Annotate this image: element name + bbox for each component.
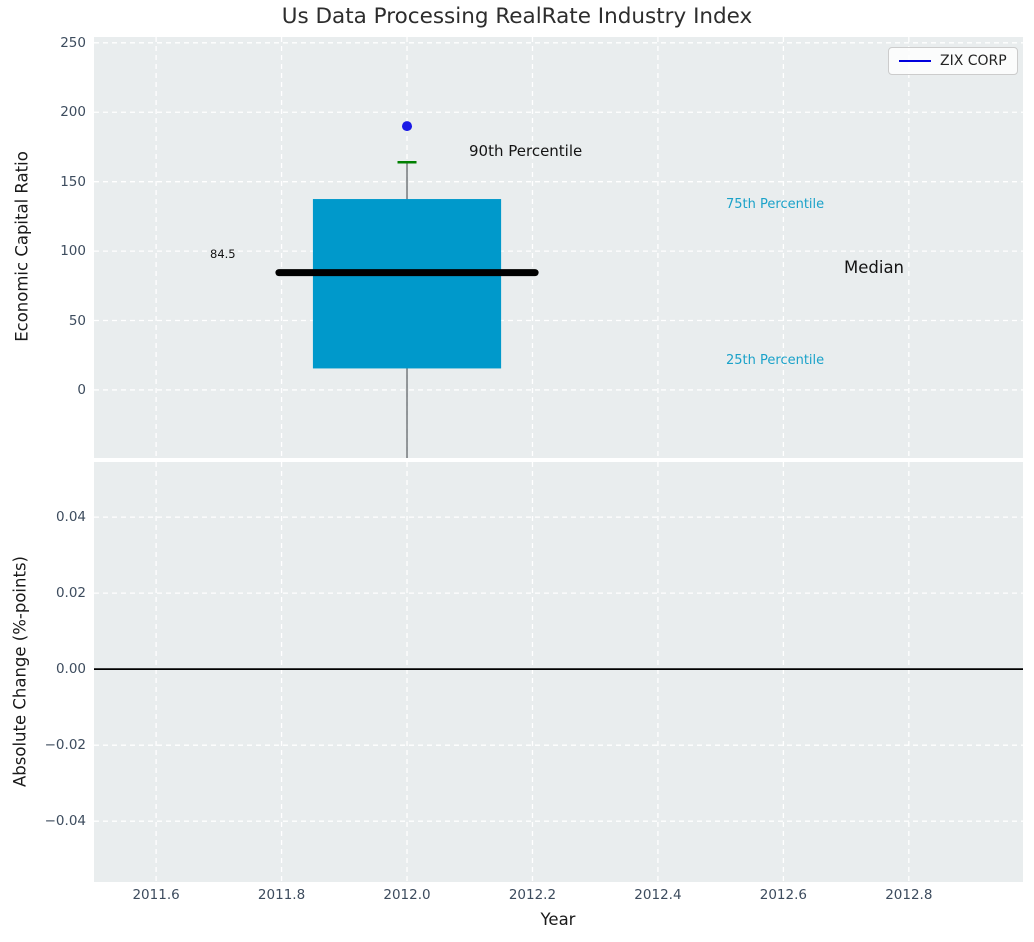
top-axes [94,37,1023,458]
x-tick-label: 2012.4 [634,887,682,903]
annotation-75th-percentile: 75th Percentile [726,197,825,212]
x-tick-label: 2012.6 [759,887,807,903]
bottom-y-tick-label: 0.00 [55,661,86,678]
bottom-axes [94,462,1023,882]
x-tick-label: 2012.8 [885,887,933,903]
annotation-90th-percentile: 90th Percentile [469,142,583,160]
bottom-y-tick-label: −0.02 [44,737,86,754]
x-tick-label: 2011.6 [132,887,180,903]
bottom-y-tick-label: −0.04 [44,813,86,830]
x-axis-label: Year [540,910,576,929]
boxplot-canvas [94,37,1023,458]
top-y-tick-label: 200 [60,104,86,121]
change-canvas [94,462,1023,882]
chart-title: Us Data Processing RealRate Industry Ind… [281,4,753,29]
x-tick-label: 2011.8 [257,887,306,903]
x-tick-label: 2012.0 [383,887,431,903]
x-tick-label: 2012.2 [508,887,557,903]
company-data-point [402,121,413,132]
top-y-tick-label: 150 [60,173,86,190]
top-y-tick-label: 250 [60,34,86,51]
top-y-tick-label: 0 [77,381,86,398]
legend: ZIX CORP [888,47,1018,75]
bottom-y-tick-label: 0.04 [55,509,86,526]
legend-line-swatch-icon [899,60,931,62]
median-value-label: 84.5 [210,247,236,261]
annotation-median: Median [844,258,905,277]
legend-label: ZIX CORP [940,53,1007,69]
top-y-tick-label: 100 [60,243,86,260]
annotation-25th-percentile: 25th Percentile [726,353,825,368]
top-y-tick-label: 50 [68,312,86,329]
bottom-y-tick-label: 0.02 [55,585,86,602]
iqr-box [312,199,502,369]
